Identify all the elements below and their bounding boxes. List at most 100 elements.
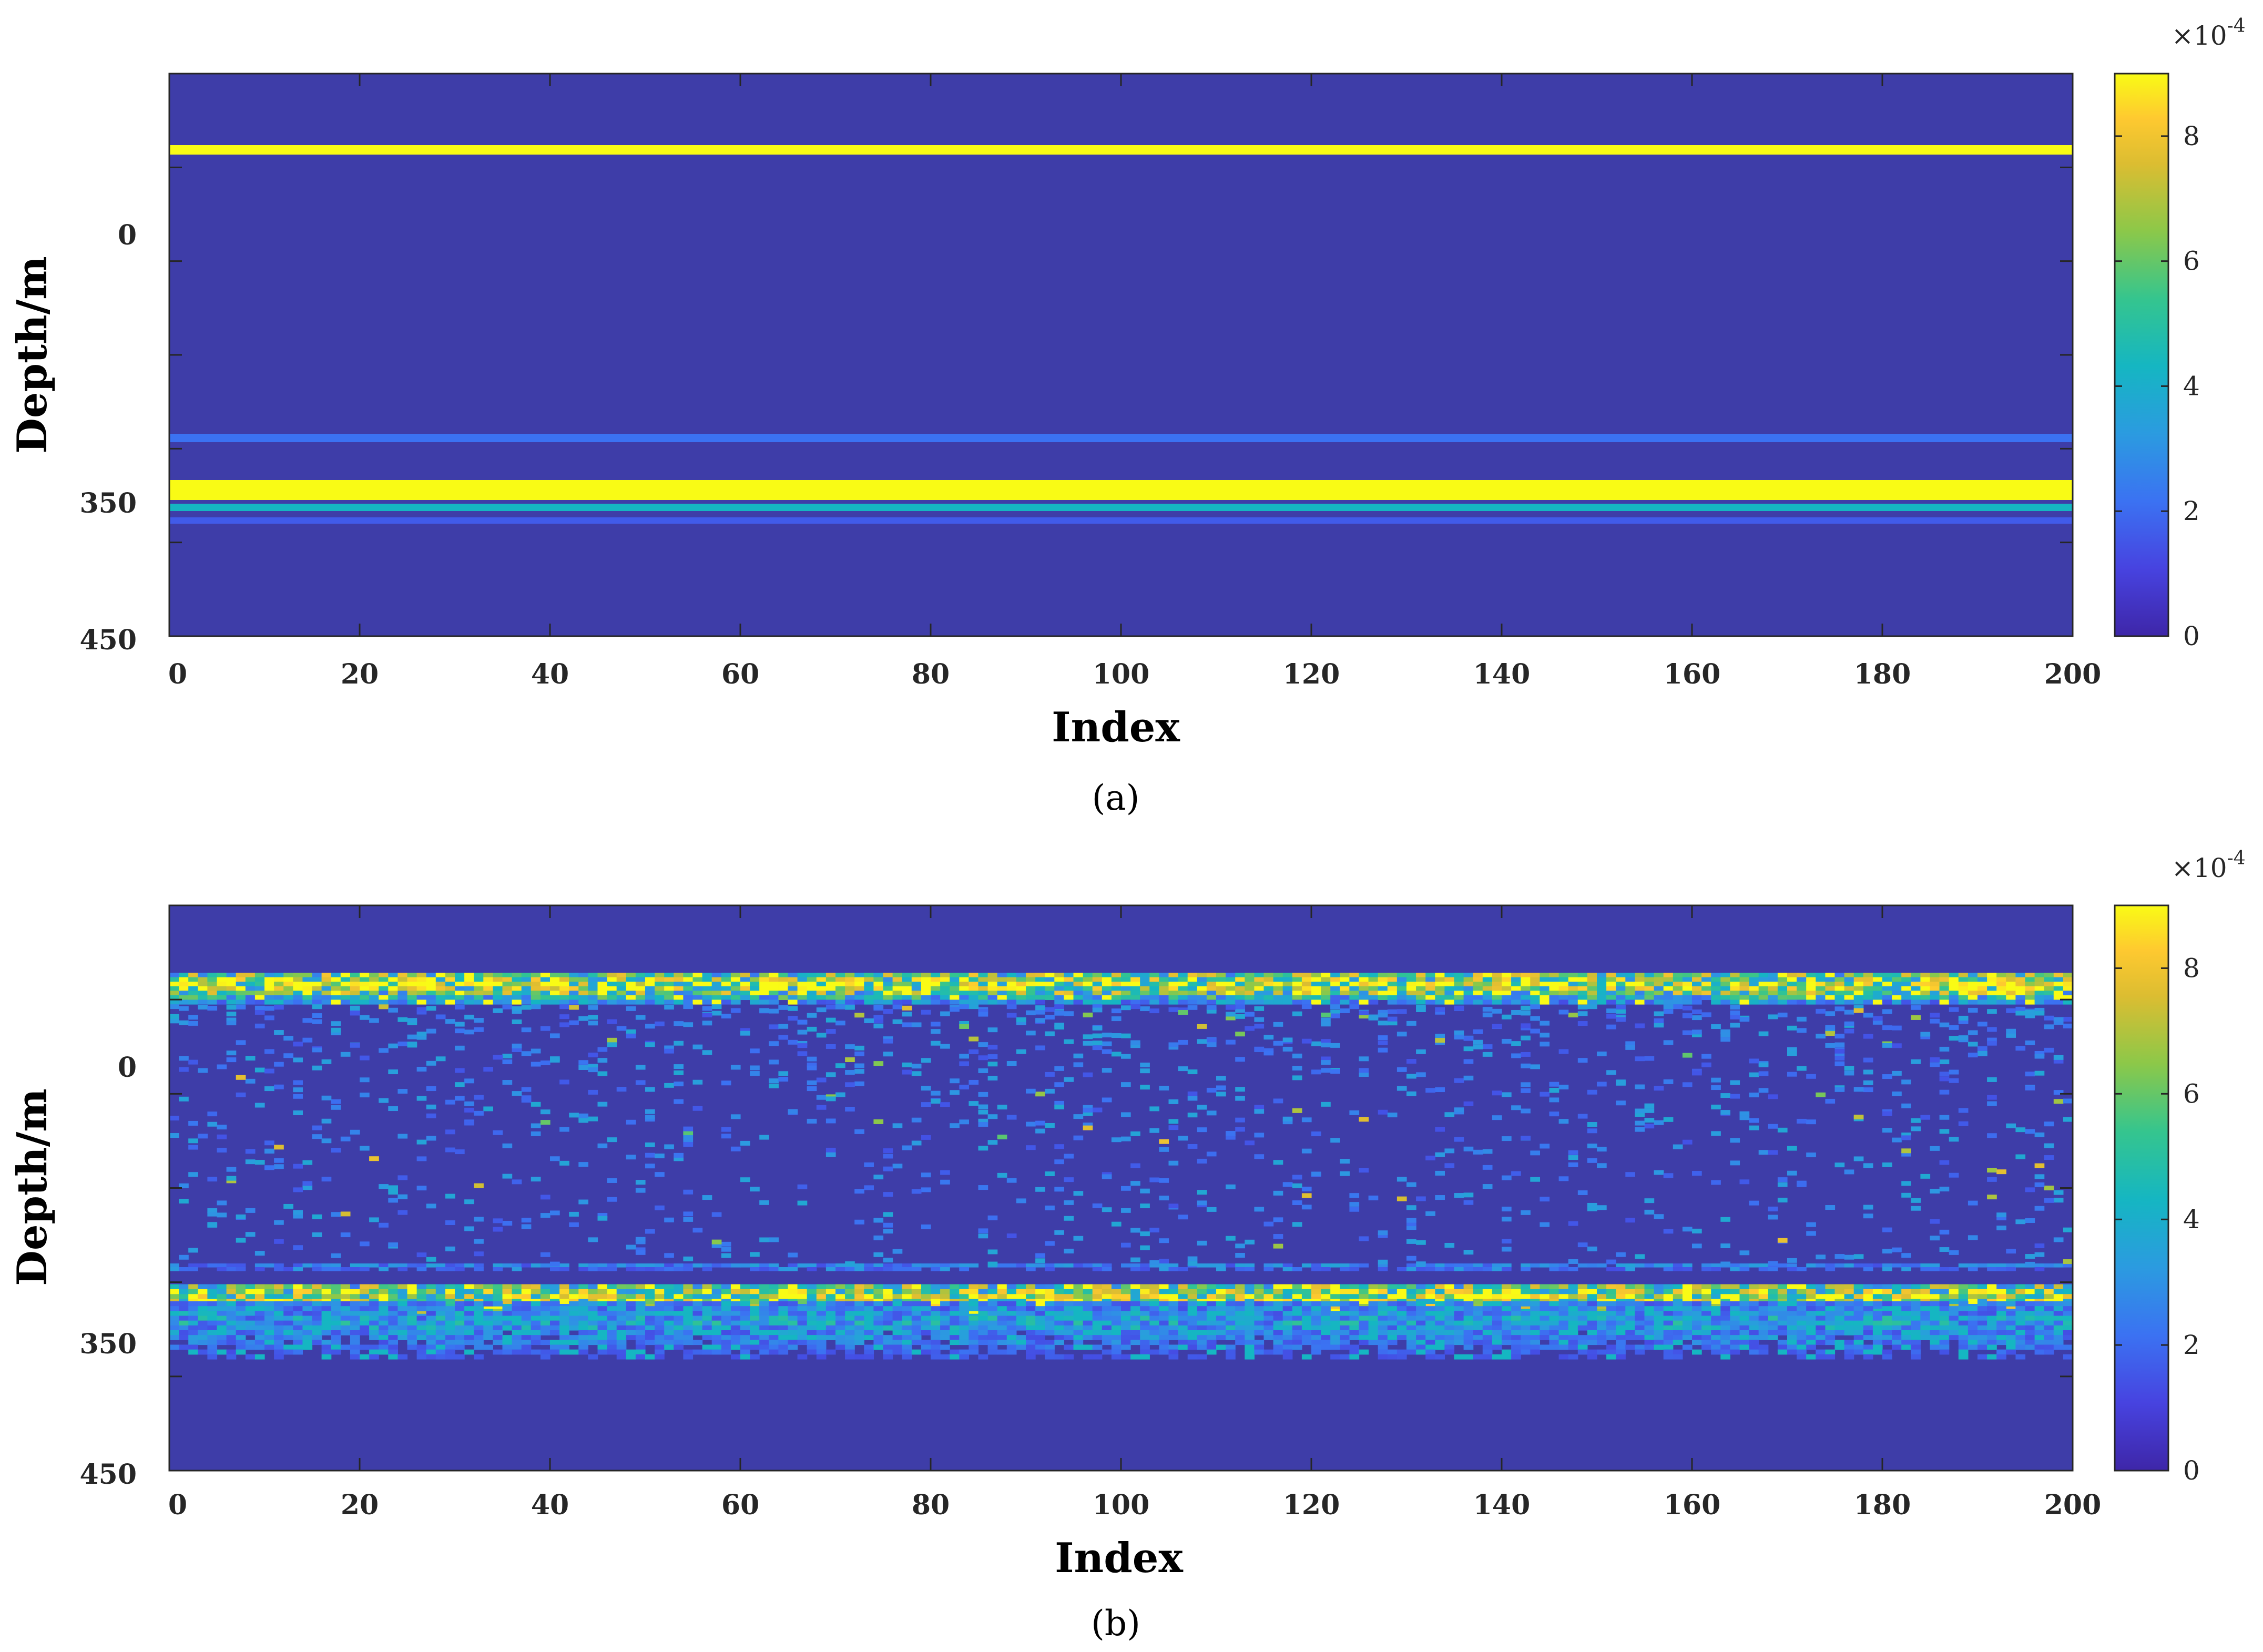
heatmap-cell [274,1316,284,1321]
heatmap-cell [1254,1340,1265,1345]
heatmap-cell [435,1330,446,1335]
heatmap-cell [1425,1000,1435,1005]
heatmap-cell [1996,986,2006,991]
heatmap-cell [597,1263,608,1268]
heatmap-cell [674,1289,684,1294]
heatmap-cell [1502,1316,1512,1321]
heatmap-cell [483,991,493,996]
heatmap-cell [2053,1263,2064,1268]
heatmap-cell [1882,977,1892,982]
heatmap-cell [350,1267,360,1271]
heatmap-cell [702,991,712,996]
heatmap-cell [1026,1344,1036,1350]
heatmap-cell [416,973,427,978]
heatmap-cell [1549,1311,1559,1317]
heatmap-cell [1587,1340,1597,1345]
heatmap-cell [350,1354,360,1360]
heatmap-cell [740,1335,750,1340]
heatmap-cell [854,995,864,1001]
heatmap-cell [1292,1311,1302,1317]
heatmap-cell [750,1354,760,1360]
heatmap-cell [1035,1340,1045,1345]
heatmap-cell [274,982,284,987]
heatmap-cell [1444,991,1455,996]
heatmap-cell [978,1301,988,1307]
heatmap-cell [1321,1289,1331,1294]
heatmap-cell [207,1330,218,1335]
heatmap-cell [1463,1330,1474,1335]
heatmap-cell [607,1340,617,1345]
heatmap-cell [1168,1267,1179,1271]
heatmap-cell [883,1340,893,1345]
heatmap-cell [1987,977,1997,982]
heatmap-cell [1159,991,1169,996]
heatmap-cell [1435,1294,1445,1300]
heatmap-cell [1806,991,1816,996]
heatmap-cell [683,986,694,991]
heatmap-cell [1558,1344,1569,1350]
heatmap-cell [1349,995,1360,1001]
heatmap-cell [207,982,218,987]
heatmap-cell [626,986,636,991]
heatmap-cell [1616,1354,1626,1360]
heatmap-cell [1396,1335,1407,1340]
heatmap-cell [207,1349,218,1355]
heatmap-cell [236,1335,246,1340]
heatmap-cell [1968,986,1978,991]
heatmap-cell [873,1284,884,1290]
heatmap-cell [1216,1263,1226,1268]
heatmap-cell [645,1316,655,1321]
heatmap-cell [835,1320,845,1326]
heatmap-cell [1949,1000,1959,1005]
heatmap-cell [987,1320,998,1326]
heatmap-cell [740,1294,750,1300]
heatmap-cell [455,1320,465,1326]
heatmap-cell [1292,1294,1302,1300]
heatmap-cell [1187,1294,1198,1300]
heatmap-cell [1853,973,1864,978]
heatmap-cell [207,1306,218,1311]
heatmap-cell [312,986,322,991]
heatmap-cell [1540,1294,1550,1300]
heatmap-cell [1844,1284,1854,1290]
heatmap-cell [1111,1354,1122,1360]
heatmap-cell [664,977,674,982]
heatmap-cell [1396,1325,1407,1331]
heatmap-cell [921,1325,931,1331]
heatmap-cell [1977,986,1987,991]
heatmap-cell [1644,1301,1655,1307]
heatmap-cell [207,1000,218,1005]
heatmap-cell [655,1311,665,1317]
heatmap-cell [1092,995,1103,1001]
heatmap-cell [521,982,532,987]
heatmap-cell [1416,977,1426,982]
heatmap-cell [1178,1325,1188,1331]
heatmap-cell [2006,986,2016,991]
heatmap-cell [1197,1316,1207,1321]
heatmap-cell [502,1306,513,1311]
heatmap-cell [950,995,960,1001]
heatmap-cell [1673,973,1683,978]
heatmap-cell [978,1330,988,1335]
heatmap-cell [683,982,694,987]
heatmap-cell [987,1316,998,1321]
heatmap-cell [1682,1000,1693,1005]
heatmap-cell [1530,1349,1540,1355]
heatmap-cell [578,1344,588,1350]
heatmap-cell [1635,1325,1645,1331]
heatmap-cell [1577,1340,1588,1345]
heatmap-cell [883,973,893,978]
heatmap-cell [588,982,598,987]
heatmap-cell [711,1344,722,1350]
heatmap-cell [474,991,484,996]
heatmap-cell [1606,1325,1616,1331]
heatmap-cell [455,995,465,1001]
heatmap-cell [1254,1306,1265,1311]
heatmap-cell [340,991,351,996]
heatmap-cell [1797,973,1807,978]
heatmap-cell [293,973,303,978]
heatmap-cell [207,1344,218,1350]
heatmap-cell [321,1320,332,1326]
heatmap-cell [293,1263,303,1268]
heatmap-cell [1054,1316,1064,1321]
